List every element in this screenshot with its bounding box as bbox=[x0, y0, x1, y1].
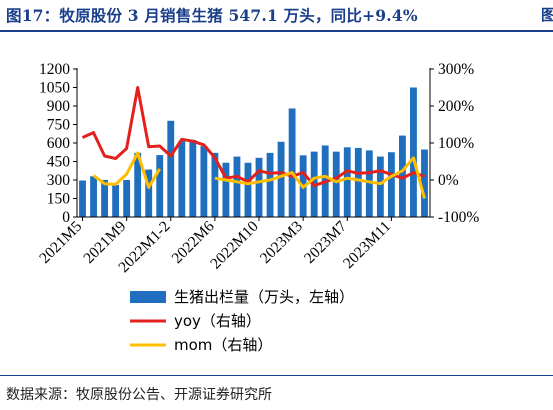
bar bbox=[343, 147, 351, 217]
x-tick-label: 2023M3 bbox=[257, 218, 306, 267]
source-rule bbox=[0, 375, 553, 376]
right-tick-label: 200% bbox=[438, 98, 474, 115]
left-tick-label: 150 bbox=[47, 191, 71, 208]
bar bbox=[101, 180, 108, 217]
left-tick-label: 1050 bbox=[39, 80, 70, 97]
bar bbox=[178, 141, 186, 217]
bar bbox=[79, 180, 86, 217]
bar bbox=[123, 180, 131, 217]
figure-title: 图17：牧原股份 3 月销售生猪 547.1 万头，同比+9.4% bbox=[6, 6, 418, 25]
bar bbox=[255, 157, 263, 217]
bar bbox=[167, 120, 175, 217]
source-note: 数据来源：牧原股份公告、开源证券研究所 bbox=[6, 387, 272, 403]
bar bbox=[244, 162, 252, 217]
legend-label: yoy（右轴） bbox=[174, 312, 261, 330]
next-figure-marker: 图 bbox=[541, 6, 553, 24]
legend-swatch-bar bbox=[130, 291, 166, 303]
bar bbox=[288, 108, 296, 217]
x-tick-label: 2022M10 bbox=[207, 218, 262, 273]
bar bbox=[145, 169, 153, 217]
bar bbox=[200, 146, 208, 217]
right-tick-label: 100% bbox=[438, 135, 474, 152]
left-tick-label: 450 bbox=[47, 154, 71, 171]
bar bbox=[354, 147, 362, 217]
bar bbox=[112, 184, 120, 217]
plot-area bbox=[79, 86, 428, 217]
bar bbox=[277, 141, 285, 217]
left-tick-label: 900 bbox=[47, 98, 71, 115]
left-tick-label: 0 bbox=[62, 209, 70, 226]
bar bbox=[156, 155, 164, 217]
yoy-line bbox=[81, 86, 426, 188]
bar bbox=[211, 152, 219, 217]
bar bbox=[376, 156, 384, 217]
bar bbox=[365, 150, 373, 217]
title-rule bbox=[0, 30, 553, 32]
bar bbox=[399, 135, 406, 217]
bar bbox=[189, 139, 197, 217]
left-tick-label: 300 bbox=[47, 172, 71, 189]
bar bbox=[332, 151, 340, 217]
bar bbox=[410, 87, 417, 217]
bar bbox=[421, 149, 428, 217]
bar bbox=[266, 152, 274, 217]
right-tick-label: 300% bbox=[438, 61, 474, 78]
legend: 生猪出栏量（万头，左轴） yoy（右轴） mom（右轴） bbox=[130, 288, 354, 354]
left-tick-label: 750 bbox=[47, 117, 71, 134]
mom-line bbox=[92, 151, 426, 199]
left-tick-label: 600 bbox=[47, 135, 71, 152]
bar bbox=[387, 152, 395, 217]
x-tick-label: 2021M5 bbox=[36, 218, 85, 267]
right-tick-label: 0% bbox=[438, 172, 459, 189]
legend-label: mom（右轴） bbox=[174, 336, 272, 354]
bar bbox=[90, 176, 97, 217]
bar bbox=[222, 162, 230, 217]
bar bbox=[134, 152, 142, 217]
x-tick-label: 2023M11 bbox=[340, 218, 394, 272]
legend-label: 生猪出栏量（万头，左轴） bbox=[174, 288, 354, 306]
right-tick-label: -100% bbox=[438, 209, 479, 226]
left-tick-label: 1200 bbox=[39, 61, 70, 78]
bar bbox=[233, 156, 241, 217]
